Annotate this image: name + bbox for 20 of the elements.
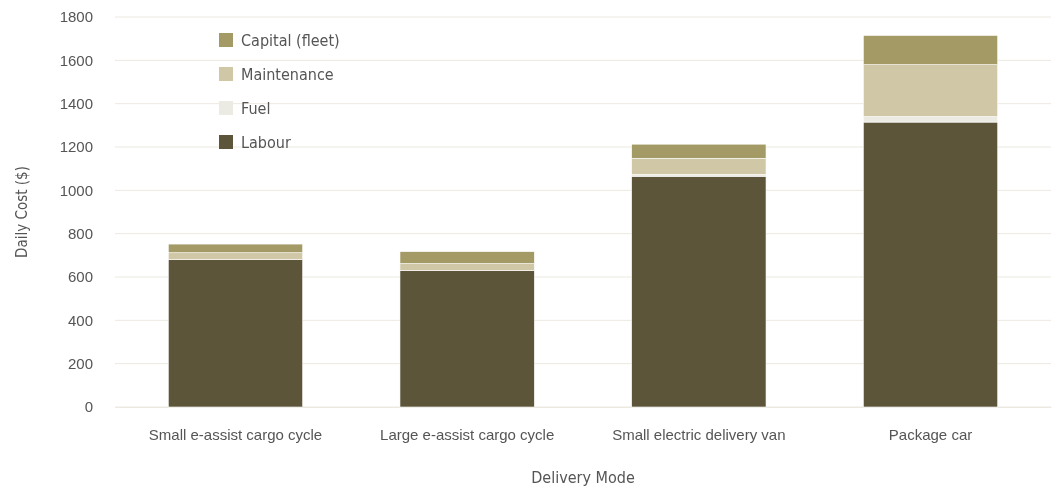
y-tick-label: 200 bbox=[67, 354, 93, 372]
y-tick-label: 800 bbox=[67, 224, 93, 242]
x-tick-label: Large e-assist cargo cycle bbox=[380, 425, 555, 443]
y-axis-title: Daily Cost ($) bbox=[13, 166, 31, 258]
legend-label: Labour bbox=[241, 133, 291, 152]
x-tick-label: Package car bbox=[888, 425, 973, 443]
legend-label: Maintenance bbox=[241, 65, 334, 84]
x-tick-label: Small e-assist cargo cycle bbox=[148, 425, 323, 443]
y-tick-label: 1800 bbox=[59, 8, 93, 26]
y-tick-label: 1000 bbox=[59, 181, 93, 199]
y-tick-label: 600 bbox=[67, 268, 93, 286]
legend-label: Fuel bbox=[241, 99, 271, 118]
y-tick-label: 1400 bbox=[59, 94, 93, 112]
y-tick-label: 0 bbox=[84, 398, 93, 416]
y-tick-label: 400 bbox=[67, 311, 93, 329]
y-tick-label: 1200 bbox=[59, 138, 93, 156]
x-axis-title: Delivery Mode bbox=[531, 468, 635, 487]
y-tick-label: 1600 bbox=[59, 51, 93, 69]
x-tick-label: Small electric delivery van bbox=[612, 425, 786, 443]
legend-label: Capital (fleet) bbox=[241, 31, 340, 50]
